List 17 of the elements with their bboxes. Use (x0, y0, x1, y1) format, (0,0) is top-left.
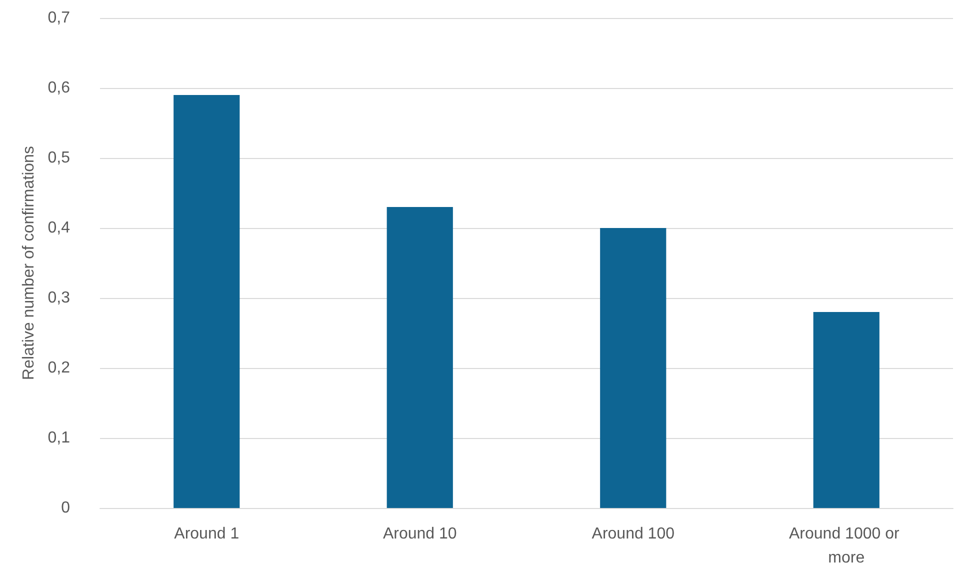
y-axis-title: Relative number of confirmations (20, 146, 38, 380)
x-tick-label: Around 1 (174, 526, 240, 542)
y-tick-label: 0,5 (48, 150, 70, 166)
bar (600, 228, 666, 508)
x-tick-label: Around 1000 or more (789, 526, 904, 566)
y-tick-label: 0,6 (48, 80, 70, 96)
y-tick-label: 0 (61, 500, 70, 516)
bar (813, 312, 880, 508)
y-tick-label: 0,7 (48, 10, 70, 26)
y-tick-label: 0,3 (48, 290, 70, 306)
bar (386, 207, 453, 508)
y-tick-label: 0,2 (48, 360, 70, 376)
x-tick-label: Around 100 (592, 526, 675, 542)
y-tick-label: 0,4 (48, 220, 70, 236)
x-tick-label: Around 10 (382, 526, 457, 542)
bar (174, 95, 240, 508)
y-tick-label: 0,1 (48, 430, 70, 446)
